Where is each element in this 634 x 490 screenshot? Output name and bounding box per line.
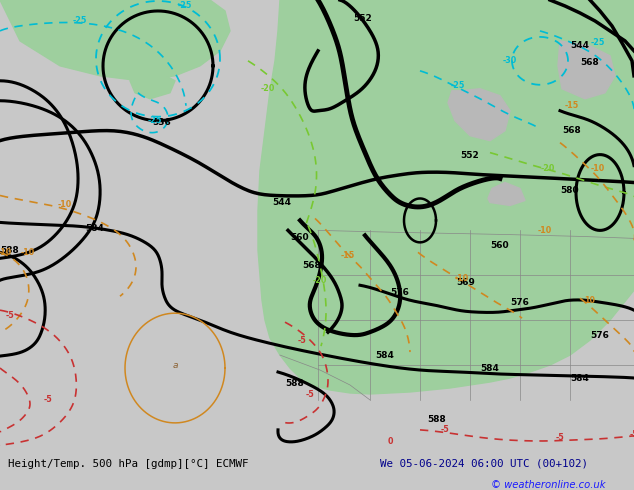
Text: 552: 552 [461, 151, 479, 160]
Text: 584: 584 [86, 224, 105, 233]
Text: -25: -25 [73, 17, 87, 25]
Text: -5: -5 [306, 391, 314, 399]
Text: Height/Temp. 500 hPa [gdmp][°C] ECMWF: Height/Temp. 500 hPa [gdmp][°C] ECMWF [8, 459, 248, 469]
Text: -10: -10 [591, 164, 605, 173]
Text: -5: -5 [555, 433, 564, 442]
Text: 580: 580 [560, 186, 579, 195]
Text: 588: 588 [0, 246, 19, 255]
Text: -10: -10 [538, 226, 552, 235]
Text: 536: 536 [153, 118, 171, 127]
Text: -25: -25 [451, 81, 465, 90]
Text: 588: 588 [427, 416, 446, 424]
Text: -5: -5 [44, 395, 53, 404]
Text: -10: -10 [58, 200, 72, 209]
Text: -20: -20 [313, 276, 327, 285]
Text: 584: 584 [571, 373, 590, 383]
Polygon shape [0, 0, 230, 81]
Text: 576: 576 [590, 331, 609, 340]
Text: 588: 588 [286, 379, 304, 389]
Text: 10: 10 [585, 295, 595, 305]
Text: 568: 568 [562, 126, 581, 135]
Polygon shape [130, 71, 175, 99]
Text: 560: 560 [290, 233, 309, 242]
Text: -20: -20 [261, 84, 275, 93]
Text: -5: -5 [297, 336, 306, 344]
Text: © weatheronline.co.uk: © weatheronline.co.uk [491, 480, 606, 490]
Text: 584: 584 [375, 350, 394, 360]
Polygon shape [258, 0, 634, 394]
Text: -5: -5 [630, 430, 634, 440]
Text: a: a [172, 361, 178, 369]
Text: -25: -25 [148, 116, 162, 125]
Text: 568: 568 [581, 58, 599, 67]
Polygon shape [318, 0, 634, 166]
Text: 584: 584 [481, 364, 500, 372]
Text: -10: -10 [21, 248, 35, 257]
Text: We 05-06-2024 06:00 UTC (00+102): We 05-06-2024 06:00 UTC (00+102) [380, 459, 588, 469]
Text: -25: -25 [591, 38, 605, 48]
Text: -15: -15 [565, 101, 579, 110]
Text: -5: -5 [6, 311, 15, 319]
Polygon shape [488, 182, 525, 205]
Text: 544: 544 [571, 41, 590, 50]
Text: 0: 0 [387, 438, 392, 446]
Text: 552: 552 [354, 14, 372, 24]
Text: 568: 568 [302, 261, 321, 270]
Text: -30: -30 [503, 56, 517, 65]
Text: -15: -15 [341, 251, 355, 260]
Polygon shape [558, 41, 615, 99]
Text: 576: 576 [510, 298, 529, 307]
Polygon shape [448, 89, 510, 141]
Text: -10: -10 [0, 248, 12, 257]
Text: 576: 576 [391, 288, 410, 297]
Text: 544: 544 [273, 198, 292, 207]
Text: -5: -5 [441, 425, 450, 434]
Text: -20: -20 [541, 164, 555, 173]
Text: -25: -25 [178, 1, 192, 10]
Text: 569: 569 [456, 278, 476, 287]
Text: -10: -10 [455, 274, 469, 283]
Text: 560: 560 [491, 241, 509, 250]
